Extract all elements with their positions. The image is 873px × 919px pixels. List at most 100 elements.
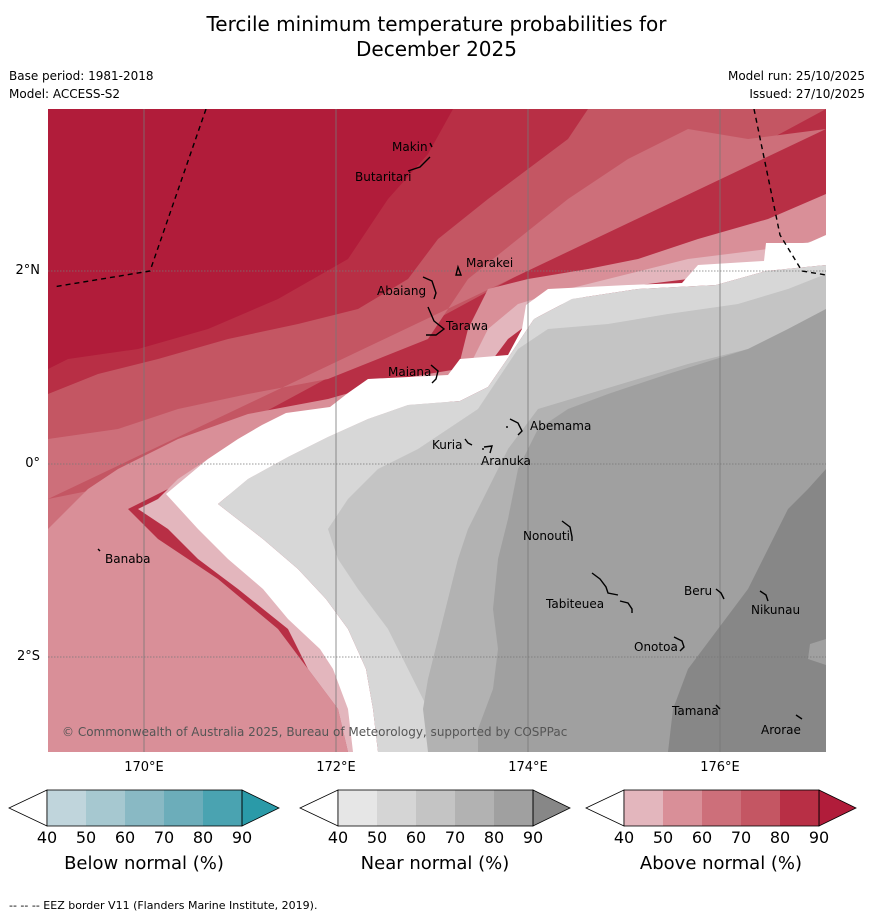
- colorbar-below-swatch-50: [86, 790, 125, 826]
- island-marakei: [455, 264, 463, 276]
- tick-near-90: 90: [522, 828, 544, 847]
- white-band: [166, 235, 826, 752]
- lat-label-2n: 2°N: [15, 263, 41, 278]
- colorbar-above-swatch-70: [741, 790, 780, 826]
- label-tabiteuea: Tabiteuea: [545, 597, 604, 611]
- colorbar-below-frame: [46, 789, 243, 827]
- island-abaiang: [422, 276, 437, 300]
- label-arorae: Arorae: [761, 723, 801, 737]
- colorbar-above-swatch-40: [624, 790, 663, 826]
- colorbar-below-swatch-40: [47, 790, 86, 826]
- colorbar-below-swatch-70: [164, 790, 203, 826]
- model-name: Model: ACCESS-S2: [9, 87, 121, 101]
- eez-border-west: [52, 109, 207, 288]
- colorbar-below-max-arrow: [241, 789, 280, 827]
- island-onotoa: [673, 636, 685, 652]
- island-abemama: [509, 418, 523, 436]
- copyright-notice: © Commonwealth of Australia 2025, Bureau…: [62, 725, 567, 739]
- island-tabiteuea-south: [619, 600, 633, 613]
- fill-near-80: [668, 469, 826, 752]
- island-makin: [429, 142, 433, 148]
- label-beru: Beru: [684, 584, 712, 598]
- tick-above-70: 70: [730, 828, 752, 847]
- colorbar-near-swatch-70: [455, 790, 494, 826]
- label-maiana: Maiana: [388, 365, 431, 379]
- tick-near-70: 70: [444, 828, 466, 847]
- label-abemama: Abemama: [530, 419, 591, 433]
- lat-label-0: 0°: [25, 456, 40, 471]
- label-butaritari: Butaritari: [355, 170, 412, 184]
- island-tabiteuea: [591, 572, 619, 596]
- island-nikunau: [759, 590, 769, 602]
- label-banaba: Banaba: [105, 552, 151, 566]
- tick-near-40: 40: [327, 828, 349, 847]
- colorbar-above: [585, 789, 857, 827]
- tick-below-80: 80: [192, 828, 214, 847]
- label-marakei: Marakei: [466, 256, 513, 270]
- colorbar-near: [299, 789, 571, 827]
- colorbar-above-max-arrow: [818, 789, 857, 827]
- issued-date: Issued: 27/10/2025: [749, 87, 865, 101]
- tick-below-50: 50: [75, 828, 97, 847]
- colorbar-above-swatch-50: [663, 790, 702, 826]
- island-butaritari: [407, 156, 431, 172]
- island-maiana: [430, 364, 439, 384]
- label-abaiang: Abaiang: [377, 284, 426, 298]
- colorbar-above-swatches: [624, 790, 819, 826]
- lon-label-174e: 174°E: [508, 760, 548, 775]
- colorbar-near-swatches: [338, 790, 533, 826]
- lat-label-2s: 2°S: [16, 649, 40, 664]
- label-aranuka: Aranuka: [481, 454, 531, 468]
- colorbar-below-title: Below normal (%): [64, 853, 224, 874]
- islands: [97, 142, 803, 720]
- colorbar-near-frame: [337, 789, 534, 827]
- island-arorae: [795, 714, 803, 720]
- colorbar-above-min-arrow: [585, 789, 625, 827]
- tick-above-80: 80: [769, 828, 791, 847]
- lon-label-176e: 176°E: [700, 760, 740, 775]
- tick-above-50: 50: [652, 828, 674, 847]
- colorbar-near-swatch-80: [494, 790, 533, 826]
- label-kuria: Kuria: [432, 438, 463, 452]
- eez-footnote: -- -- -- EEZ border V11 (Flanders Marine…: [9, 899, 318, 912]
- tick-near-60: 60: [405, 828, 427, 847]
- title-line-1: Tercile minimum temperature probabilitie…: [206, 12, 667, 36]
- fill-near-70-patch: [808, 639, 826, 665]
- lon-label-170e: 170°E: [124, 760, 164, 775]
- tick-below-40: 40: [36, 828, 58, 847]
- island-tarawa: [426, 306, 446, 336]
- colorbar-above-swatch-60: [702, 790, 741, 826]
- label-nikunau: Nikunau: [751, 603, 800, 617]
- colorbar-near-title: Near normal (%): [360, 853, 510, 874]
- label-makin: Makin: [392, 140, 428, 154]
- colorbar-below-swatch-60: [125, 790, 164, 826]
- base-period: Base period: 1981-2018: [9, 69, 154, 83]
- title-line-2: December 2025: [356, 37, 517, 61]
- colorbar-near-swatch-50: [377, 790, 416, 826]
- colorbar-below: [8, 789, 280, 827]
- colorbar-near-max-arrow: [532, 789, 571, 827]
- colorbar-below-swatch-80: [203, 790, 242, 826]
- model-run: Model run: 25/10/2025: [727, 69, 865, 83]
- island-banaba: [97, 548, 101, 552]
- tick-above-90: 90: [808, 828, 830, 847]
- fill-above-50: [48, 194, 826, 752]
- tick-below-60: 60: [114, 828, 136, 847]
- colorbar-near-swatch-60: [416, 790, 455, 826]
- island-kuria: [464, 438, 473, 446]
- tick-below-70: 70: [153, 828, 175, 847]
- tick-near-80: 80: [483, 828, 505, 847]
- lon-label-172e: 172°E: [316, 760, 356, 775]
- colorbar-above-frame: [623, 789, 820, 827]
- colorbar-above-title: Above normal (%): [639, 853, 803, 874]
- meta-right: Model run: 25/10/2025 Issued: 27/10/2025: [728, 67, 865, 103]
- tick-above-40: 40: [613, 828, 635, 847]
- graticule: [48, 109, 826, 752]
- label-tamana: Tamana: [671, 704, 719, 718]
- tick-above-60: 60: [691, 828, 713, 847]
- colorbar-above-swatch-80: [780, 790, 819, 826]
- label-onotoa: Onotoa: [634, 640, 678, 654]
- tick-below-90: 90: [231, 828, 253, 847]
- map-title: Tercile minimum temperature probabilitie…: [0, 12, 873, 62]
- tick-near-50: 50: [366, 828, 388, 847]
